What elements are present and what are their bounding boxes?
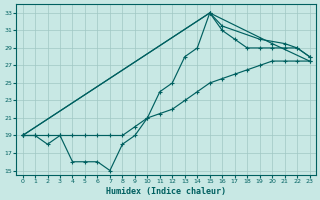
X-axis label: Humidex (Indice chaleur): Humidex (Indice chaleur) [106, 187, 226, 196]
